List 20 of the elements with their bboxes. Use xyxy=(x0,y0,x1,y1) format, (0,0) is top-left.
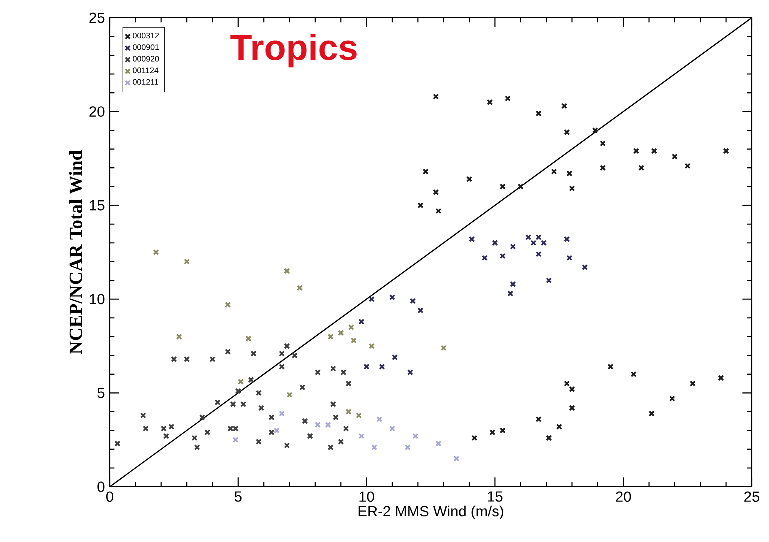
x-tick-label: 0 xyxy=(106,492,114,502)
legend-label: 000920 xyxy=(133,56,160,62)
y-tick-label: 10 xyxy=(90,294,105,305)
y-tick-label: 0 xyxy=(98,482,105,492)
legend-label: 000312 xyxy=(133,32,160,39)
x-tick-label: 15 xyxy=(488,492,503,502)
legend-label: 001124 xyxy=(133,68,159,74)
annotation: Tropics xyxy=(230,34,357,68)
x-axis-title: ER-2 MMS Wind (m/s) xyxy=(358,506,504,520)
x-tick-label: 20 xyxy=(616,492,632,502)
x-tick-label: 25 xyxy=(744,492,760,502)
legend-label: 000901 xyxy=(133,44,160,50)
y-tick-label: 20 xyxy=(90,106,105,117)
y-axis-title: NCEP/NCAR Total Wind xyxy=(69,150,83,354)
y-tick-label: 15 xyxy=(90,200,105,211)
x-tick-label: 5 xyxy=(234,492,242,502)
y-tick-label: 5 xyxy=(98,388,105,398)
legend-label: 001211 xyxy=(133,79,158,85)
y-tick-label: 25 xyxy=(90,12,105,24)
x-tick-label: 10 xyxy=(360,492,374,502)
